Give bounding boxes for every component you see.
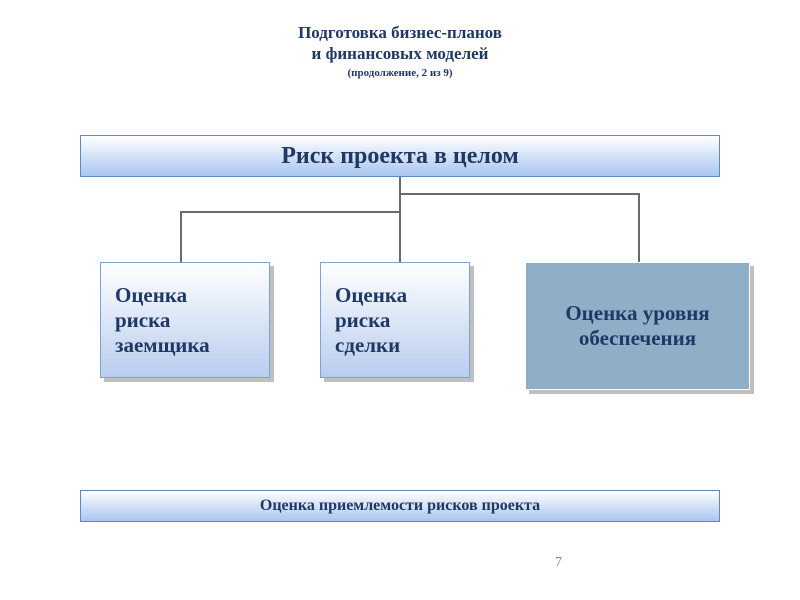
slide-header: Подготовка бизнес-планов и финансовых мо… [0, 22, 800, 79]
page-number: 7 [555, 555, 562, 571]
child-box-3-label: Оценка уровняобеспечения [565, 301, 709, 351]
child-box-3: Оценка уровняобеспечения [525, 262, 750, 390]
header-subline: (продолжение, 2 из 9) [0, 67, 800, 79]
child-box-1-label: Оценкарисказаемщика [115, 283, 210, 358]
child-box-1: Оценкарисказаемщика [100, 262, 270, 378]
root-box: Риск проекта в целом [80, 135, 720, 177]
header-line-1: Подготовка бизнес-планов [0, 22, 800, 43]
header-line-2: и финансовых моделей [0, 43, 800, 64]
root-box-label: Риск проекта в целом [281, 143, 519, 170]
footer-box-label: Оценка приемлемости рисков проекта [260, 497, 540, 515]
footer-box: Оценка приемлемости рисков проекта [80, 490, 720, 522]
child-box-2: Оценкарискасделки [320, 262, 470, 378]
child-box-2-label: Оценкарискасделки [335, 283, 407, 358]
